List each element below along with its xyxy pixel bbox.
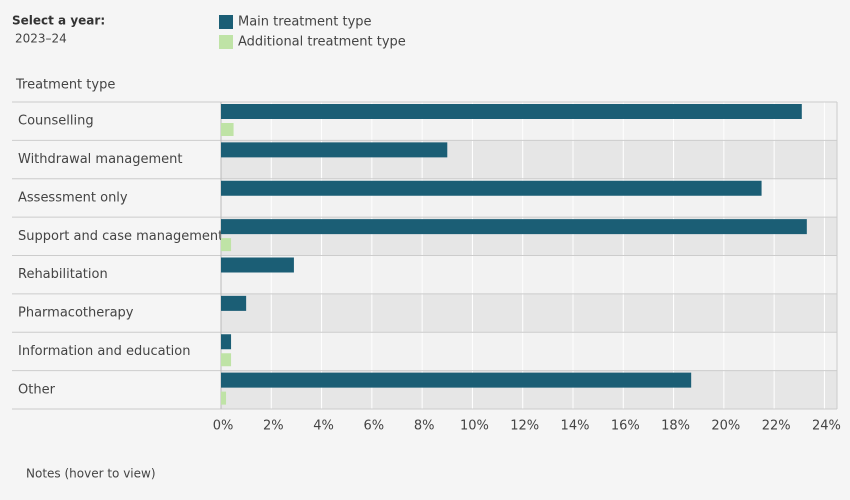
- bar: [221, 219, 807, 235]
- bar: [221, 123, 234, 136]
- y-tick-label: Information and education: [18, 344, 190, 359]
- legend-label[interactable]: Main treatment type: [238, 15, 372, 30]
- x-tick-label: 16%: [611, 419, 640, 434]
- x-tick-label: 14%: [561, 419, 590, 434]
- x-tick-label: 6%: [364, 419, 385, 434]
- bar: [221, 334, 232, 350]
- bar: [221, 142, 448, 158]
- year-selector[interactable]: 2023–24: [15, 32, 67, 46]
- y-tick-label: Rehabilitation: [18, 267, 108, 282]
- y-tick-label: Pharmacotherapy: [18, 306, 134, 321]
- x-tick-label: 20%: [711, 419, 740, 434]
- legend-label[interactable]: Additional treatment type: [238, 35, 406, 50]
- bar: [221, 295, 247, 311]
- row-band: [221, 332, 837, 371]
- x-tick-label: 18%: [661, 419, 690, 434]
- bar: [221, 353, 232, 367]
- legend-swatch[interactable]: [219, 35, 233, 49]
- x-tick-label: 2%: [263, 419, 284, 434]
- x-tick-label: 10%: [460, 419, 489, 434]
- x-tick-label: 12%: [510, 419, 539, 434]
- bar: [221, 238, 232, 252]
- y-tick-label: Withdrawal management: [18, 152, 183, 167]
- bar: [221, 180, 762, 196]
- bar: [221, 391, 227, 405]
- bar: [221, 372, 692, 388]
- row-band: [221, 255, 837, 294]
- legend-swatch[interactable]: [219, 15, 233, 29]
- y-tick-label: Assessment only: [18, 190, 128, 205]
- notes-link[interactable]: Notes (hover to view): [26, 467, 156, 481]
- x-tick-label: 22%: [762, 419, 791, 434]
- row-band: [221, 293, 837, 333]
- x-tick-label: 8%: [414, 419, 435, 434]
- year-label: Select a year:: [12, 14, 105, 28]
- y-tick-label: Counselling: [18, 114, 94, 129]
- x-tick-label: 24%: [812, 419, 841, 434]
- y-tick-label: Support and case management: [18, 229, 223, 244]
- x-tick-label: 4%: [313, 419, 334, 434]
- bar: [221, 257, 294, 273]
- x-tick-label: 0%: [213, 419, 234, 434]
- category-axis-title: Treatment type: [15, 78, 115, 93]
- bar: [221, 104, 802, 119]
- y-tick-label: Other: [18, 382, 56, 397]
